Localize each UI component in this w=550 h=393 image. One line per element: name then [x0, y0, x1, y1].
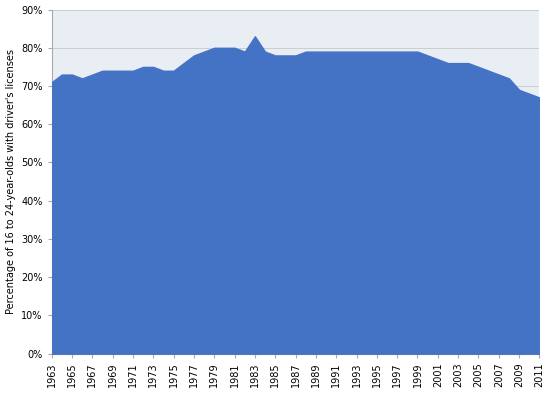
- Y-axis label: Percentage of 16 to 24-year-olds with driver's licenses: Percentage of 16 to 24-year-olds with dr…: [6, 49, 15, 314]
